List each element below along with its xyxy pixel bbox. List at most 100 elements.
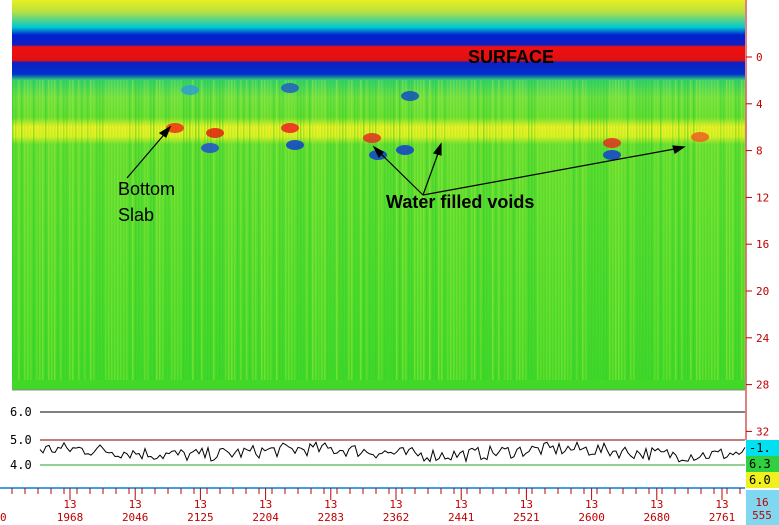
texture-stripe — [684, 80, 686, 380]
marker-top-label: 13 — [129, 498, 142, 511]
texture-stripe — [516, 80, 518, 380]
texture-stripe — [741, 80, 743, 380]
texture-stripe — [309, 80, 311, 380]
texture-stripe — [339, 80, 341, 380]
texture-stripe — [618, 80, 620, 380]
texture-stripe — [180, 80, 182, 380]
texture-stripe — [285, 80, 287, 380]
corner-label: 555 — [752, 509, 772, 522]
texture-stripe — [177, 80, 179, 380]
marker-label: 2125 — [187, 511, 214, 524]
texture-stripe — [462, 80, 464, 380]
depth-tick-label: 0 — [756, 51, 763, 64]
texture-stripe — [144, 80, 146, 380]
texture-stripe — [330, 80, 332, 380]
texture-stripe — [21, 80, 23, 380]
texture-stripe — [657, 80, 659, 380]
reflection-spot — [281, 123, 299, 133]
texture-stripe — [141, 80, 143, 380]
texture-stripe — [450, 80, 452, 380]
texture-stripe — [738, 80, 740, 380]
texture-stripe — [192, 80, 194, 380]
texture-stripe — [243, 80, 245, 380]
texture-stripe — [726, 80, 728, 380]
texture-stripe — [405, 80, 407, 380]
texture-stripe — [303, 80, 305, 380]
texture-stripe — [378, 80, 380, 380]
texture-stripe — [672, 80, 674, 380]
texture-stripe — [90, 80, 92, 380]
texture-stripe — [537, 80, 539, 380]
reflection-spot — [363, 133, 381, 143]
texture-stripe — [480, 80, 482, 380]
texture-stripe — [369, 80, 371, 380]
texture-stripe — [39, 80, 41, 380]
level-label: 6.0 — [10, 405, 32, 419]
texture-stripe — [324, 80, 326, 380]
texture-stripe — [159, 80, 161, 380]
texture-stripe — [255, 80, 257, 380]
texture-stripe — [687, 80, 689, 380]
texture-stripe — [615, 80, 617, 380]
texture-stripe — [609, 80, 611, 380]
texture-stripe — [102, 80, 104, 380]
texture-stripe — [627, 80, 629, 380]
texture-stripe — [267, 80, 269, 380]
texture-stripe — [117, 80, 119, 380]
texture-stripe — [399, 80, 401, 380]
texture-stripe — [495, 80, 497, 380]
marker-label: 1968 — [57, 511, 84, 524]
level-label: 4.0 — [10, 458, 32, 472]
texture-stripe — [252, 80, 254, 380]
texture-stripe — [63, 80, 65, 380]
texture-stripe — [306, 80, 308, 380]
texture-stripe — [24, 80, 26, 380]
texture-stripe — [444, 80, 446, 380]
texture-stripe — [210, 80, 212, 380]
texture-stripe — [171, 80, 173, 380]
texture-stripe — [195, 80, 197, 380]
texture-stripe — [492, 80, 494, 380]
texture-stripe — [576, 80, 578, 380]
texture-stripe — [561, 80, 563, 380]
texture-stripe — [699, 80, 701, 380]
texture-stripe — [138, 80, 140, 380]
texture-stripe — [471, 80, 473, 380]
texture-stripe — [654, 80, 656, 380]
marker-label: 2046 — [122, 511, 149, 524]
marker-label: 2362 — [383, 511, 410, 524]
marker-top-label: 13 — [259, 498, 272, 511]
reflection-spot — [603, 138, 621, 148]
marker-label: 2761 — [709, 511, 736, 524]
texture-stripe — [300, 80, 302, 380]
texture-stripe — [678, 80, 680, 380]
texture-stripe — [390, 80, 392, 380]
reflection-spot — [166, 123, 184, 133]
texture-stripe — [513, 80, 515, 380]
corner-box — [746, 490, 779, 525]
texture-stripe — [99, 80, 101, 380]
texture-stripe — [363, 80, 365, 380]
texture-stripe — [123, 80, 125, 380]
texture-stripe — [111, 80, 113, 380]
trace-waveform — [39, 440, 746, 464]
texture-stripe — [132, 80, 134, 380]
texture-stripe — [690, 80, 692, 380]
surface-label: SURFACE — [468, 47, 554, 67]
texture-stripe — [501, 80, 503, 380]
texture-stripe — [351, 80, 353, 380]
texture-stripe — [273, 80, 275, 380]
reflection-spot — [201, 143, 219, 153]
texture-stripe — [213, 80, 215, 380]
texture-stripe — [705, 80, 707, 380]
marker-label: 2204 — [252, 511, 279, 524]
texture-stripe — [96, 80, 98, 380]
texture-stripe — [558, 80, 560, 380]
texture-stripe — [660, 80, 662, 380]
texture-stripe — [81, 80, 83, 380]
marker-top-label: 13 — [324, 498, 337, 511]
texture-stripe — [72, 80, 74, 380]
texture-stripe — [573, 80, 575, 380]
reflection-spot — [286, 140, 304, 150]
